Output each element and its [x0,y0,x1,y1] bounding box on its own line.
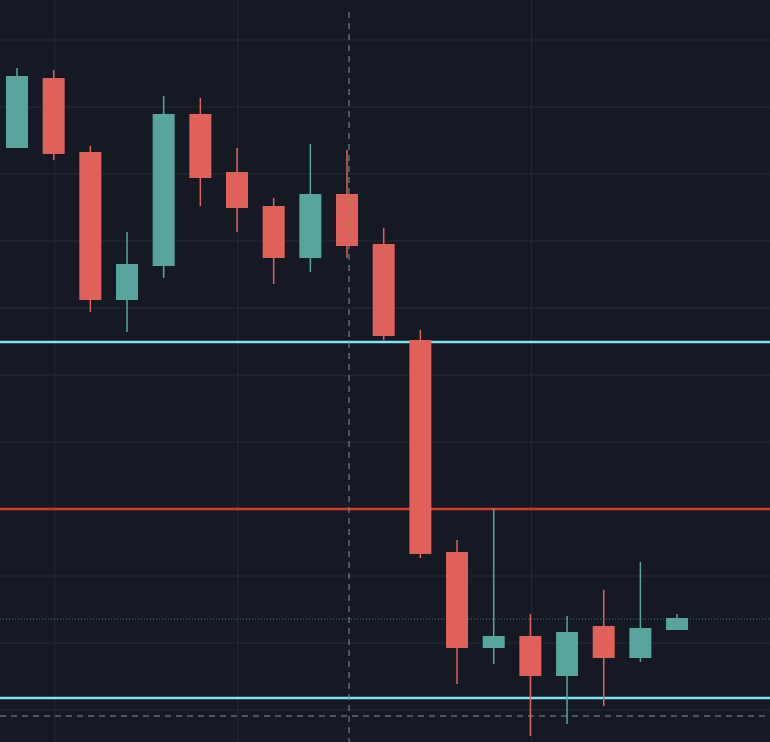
candle-body [666,618,689,630]
candle-body [372,244,395,336]
candle-body [482,636,505,648]
candle-body [519,636,542,676]
candle-body [409,340,432,554]
candle-body [189,114,212,178]
candle-body [592,626,615,658]
candle-body [299,194,322,258]
candle-body [336,194,359,246]
candle-body [42,78,65,154]
candle-body [116,264,139,300]
candle-body [262,206,285,258]
candle-body [226,172,249,208]
candle-body [556,632,579,676]
candle-body [6,76,28,148]
candle-body [152,114,175,266]
candle-body [446,552,469,648]
candle-body [79,152,102,300]
candle-body [629,628,652,658]
